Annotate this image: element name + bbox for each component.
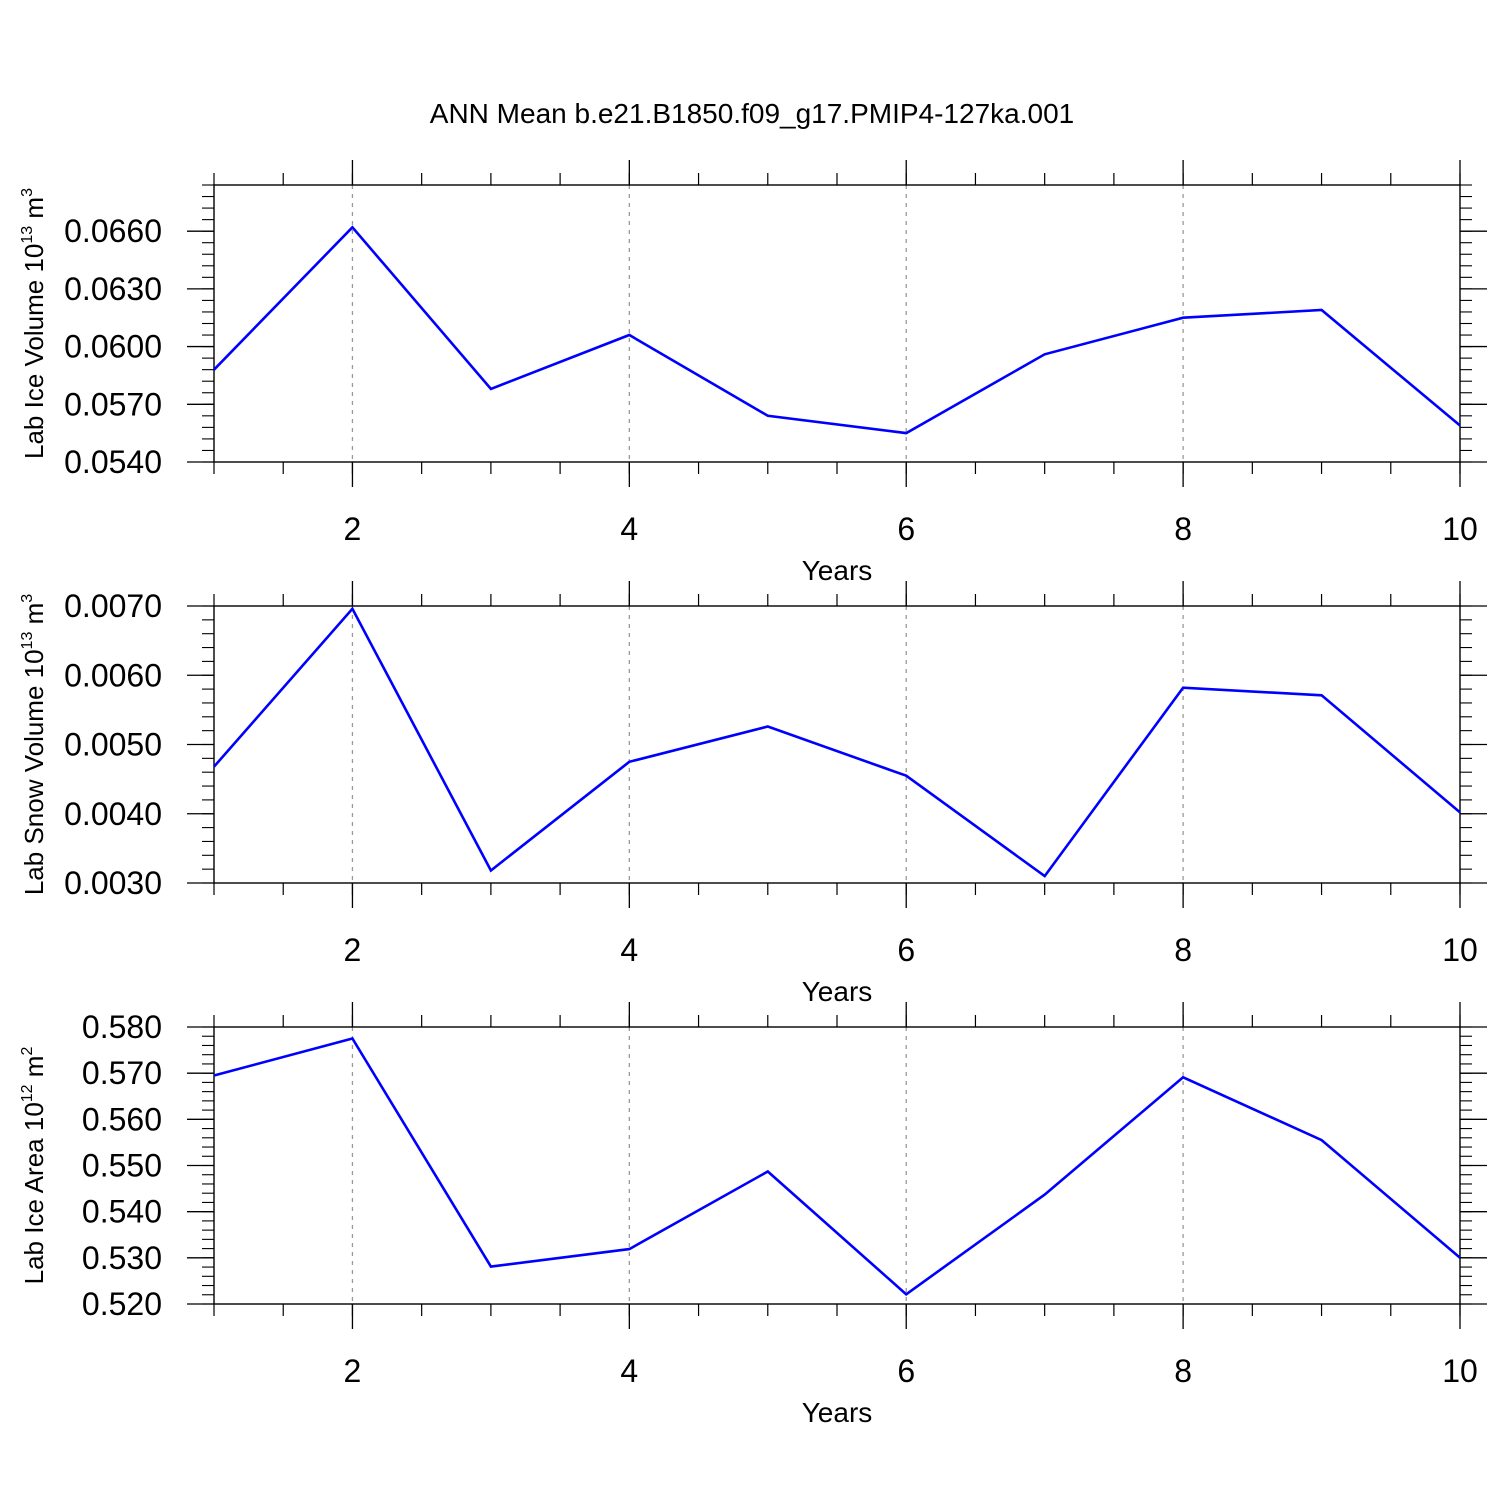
y-tick-label: 0.540	[82, 1194, 162, 1230]
y-tick-label: 0.0570	[64, 386, 162, 422]
y-tick-label: 0.520	[82, 1286, 162, 1322]
panel-3: 2 4 6 8 10 Years 0.520 0.530 0.540 0.550 0.560 0.57…	[19, 1002, 1487, 1428]
x-tick-label: 2	[344, 511, 362, 547]
figure-title: ANN Mean b.e21.B1850.f09_g17.PMIP4-127ka…	[430, 98, 1074, 129]
y-tick-label: 0.0070	[64, 588, 162, 624]
x-tick-label: 10	[1442, 1353, 1478, 1389]
y-axis-label: Lab Snow Volume 1013 m3	[19, 594, 49, 895]
y-tick-label: 0.0630	[64, 271, 162, 307]
x-tick-label: 6	[897, 511, 915, 547]
y-tick-label: 0.0050	[64, 727, 162, 763]
panel-1: 2 4 6 8 10 Years 0.0540 0.0570 0.0600 0.0630 0.066…	[19, 160, 1487, 586]
y-tick-label: 0.0660	[64, 213, 162, 249]
y-tick-label: 0.0060	[64, 657, 162, 693]
x-tick-label: 4	[620, 932, 638, 968]
panels: 2 4 6 8 10 Years 0.0540 0.0570 0.0600 0.0630 0.066…	[19, 160, 1487, 1428]
x-axis-label: Years	[802, 976, 873, 1007]
y-tick-label: 0.560	[82, 1101, 162, 1137]
series-line-1	[213, 1036, 1461, 1296]
x-tick-label: 2	[344, 932, 362, 968]
series-line-1	[213, 225, 1461, 435]
series-line-1	[213, 606, 1461, 878]
x-tick-label: 6	[897, 1353, 915, 1389]
x-tick-label: 8	[1174, 932, 1192, 968]
x-axis-label: Years	[802, 1397, 873, 1428]
x-tick-label: 8	[1174, 511, 1192, 547]
x-tick-label: 10	[1442, 932, 1478, 968]
x-axis-label: Years	[802, 555, 873, 586]
y-tick-label: 0.0040	[64, 796, 162, 832]
y-tick-label: 0.550	[82, 1148, 162, 1184]
y-tick-label: 0.0600	[64, 329, 162, 365]
y-tick-label: 0.530	[82, 1240, 162, 1276]
x-tick-label: 4	[620, 1353, 638, 1389]
y-tick-label: 0.570	[82, 1055, 162, 1091]
x-tick-label: 10	[1442, 511, 1478, 547]
y-tick-label: 0.580	[82, 1009, 162, 1045]
y-axis-label: Lab Ice Volume 1013 m3	[19, 188, 49, 459]
y-tick-label: 0.0540	[64, 444, 162, 480]
x-tick-label: 8	[1174, 1353, 1192, 1389]
y-axis-label: Lab Ice Area 1012 m2	[19, 1047, 49, 1285]
y-tick-label: 0.0030	[64, 865, 162, 901]
x-tick-label: 4	[620, 511, 638, 547]
panel-2: 2 4 6 8 10 Years 0.0030 0.0040 0.0050 0.0060 0.007…	[19, 581, 1487, 1007]
x-tick-label: 2	[344, 1353, 362, 1389]
x-tick-label: 6	[897, 932, 915, 968]
